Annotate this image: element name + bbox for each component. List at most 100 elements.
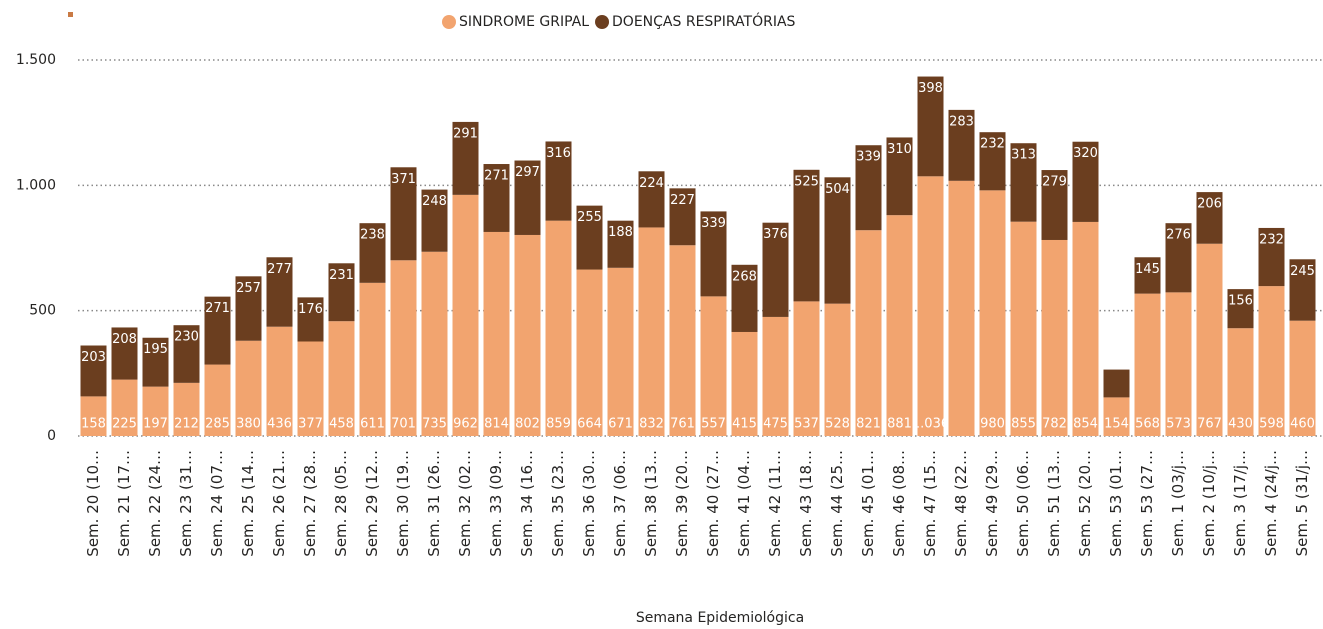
bar-segment	[731, 264, 758, 332]
bar-segment	[793, 169, 820, 302]
data-label: 339	[856, 150, 881, 165]
bar-segment	[421, 251, 448, 436]
data-label: 291	[453, 126, 478, 141]
bar-segment	[483, 231, 510, 436]
data-label: 821	[856, 417, 881, 432]
bar-segment	[80, 396, 107, 436]
x-tick-label: Sem. 46 (08…	[890, 450, 908, 557]
data-label: 188	[608, 225, 633, 240]
data-label: 377	[298, 417, 323, 432]
bar-segment	[1041, 170, 1068, 240]
x-tick-label: Sem. 35 (23…	[549, 450, 567, 557]
x-tick-label: Sem. 44 (25…	[828, 450, 846, 557]
bar-segment	[1010, 221, 1037, 436]
data-label: 297	[515, 165, 540, 180]
bar-segment	[886, 215, 913, 436]
data-label: 197	[143, 417, 168, 432]
data-label: 248	[422, 194, 447, 209]
x-tick-label: Sem. 36 (30…	[580, 450, 598, 557]
bar-segment	[142, 337, 169, 387]
data-label: 238	[360, 228, 385, 243]
bar-segment	[545, 220, 572, 436]
bar-segment	[483, 164, 510, 232]
bar-segment	[297, 341, 324, 436]
x-tick-label: Sem. 53 (01…	[1107, 450, 1125, 557]
data-label: 212	[174, 417, 199, 432]
data-label: 475	[763, 417, 788, 432]
data-label: 504	[825, 182, 850, 197]
data-label: 525	[794, 174, 819, 189]
data-label: 285	[205, 417, 230, 432]
data-label: 436	[267, 417, 292, 432]
data-label: 767	[1197, 417, 1222, 432]
bar-segment	[359, 223, 386, 283]
x-tick-label: Sem. 49 (29…	[983, 450, 1001, 557]
legend-label: SINDROME GRIPAL	[459, 14, 589, 30]
bar-segment	[111, 379, 138, 436]
data-label: 398	[918, 81, 943, 96]
data-label: 415	[732, 417, 757, 432]
x-tick-label: Sem. 33 (09…	[487, 450, 505, 557]
bar-segment	[328, 321, 355, 436]
bar-segment	[1072, 221, 1099, 436]
x-tick-label: Sem. 26 (21…	[270, 450, 288, 557]
data-label: 224	[639, 176, 664, 191]
bar-segment	[452, 121, 479, 195]
bar-segment	[607, 220, 634, 268]
bar-segment	[1289, 320, 1316, 436]
data-label: 313	[1011, 148, 1036, 163]
bar-segment	[1072, 141, 1099, 222]
bar-segment	[421, 189, 448, 252]
bar-segment	[235, 340, 262, 436]
data-label: 1.036	[912, 417, 949, 432]
data-label: 257	[236, 281, 261, 296]
x-tick-label: Sem. 2 (10/j…	[1200, 450, 1218, 556]
bar-segment	[452, 194, 479, 436]
x-tick-label: Sem. 31 (26…	[425, 450, 443, 557]
bar-segment	[1289, 259, 1316, 321]
data-label: 310	[887, 142, 912, 157]
x-tick-label: Sem. 43 (18…	[797, 450, 815, 557]
bar-segment	[979, 190, 1006, 436]
data-label: 881	[887, 417, 912, 432]
data-label: 203	[81, 350, 106, 365]
x-tick-label: Sem. 34 (16…	[518, 450, 536, 557]
x-tick-label: Sem. 28 (05…	[332, 450, 350, 557]
bar-segment	[793, 301, 820, 436]
data-label: 458	[329, 417, 354, 432]
bar-segment	[1165, 292, 1192, 436]
data-label: 158	[81, 417, 106, 432]
x-tick-label: Sem. 25 (14…	[239, 450, 257, 557]
x-tick-label: Sem. 21 (17…	[115, 450, 133, 557]
x-tick-label: Sem. 50 (06…	[1014, 450, 1032, 557]
bar-segment	[917, 76, 944, 177]
x-tick-label: Sem. 1 (03/j…	[1169, 450, 1187, 556]
bar-segment	[266, 257, 293, 327]
data-label: 537	[794, 417, 819, 432]
bar-segment	[1103, 369, 1130, 398]
x-tick-label: Sem. 48 (22…	[952, 450, 970, 557]
data-label: 460	[1290, 417, 1315, 432]
x-tick-label: Sem. 22 (24…	[146, 450, 164, 557]
y-tick-label: 500	[29, 303, 56, 319]
x-tick-label: Sem. 45 (01…	[859, 450, 877, 557]
data-label: 232	[1259, 232, 1284, 247]
data-label: 782	[1042, 417, 1067, 432]
bar-segment	[948, 109, 975, 181]
data-label: 277	[267, 262, 292, 277]
data-label: 316	[546, 146, 571, 161]
data-label: 962	[453, 417, 478, 432]
data-label: 814	[484, 417, 509, 432]
x-tick-label: Sem. 32 (02…	[456, 450, 474, 557]
bar-segment	[204, 364, 231, 436]
bar-segment	[1258, 227, 1285, 287]
legend-marker	[595, 15, 610, 29]
data-label: 735	[422, 417, 447, 432]
bar-segment	[545, 141, 572, 221]
data-label: 376	[763, 227, 788, 242]
bar-segment	[1134, 257, 1161, 294]
x-tick-label: Sem. 52 (20…	[1076, 450, 1094, 557]
data-label: 664	[577, 417, 602, 432]
bar-segment	[855, 230, 882, 436]
bar-segment	[1165, 223, 1192, 293]
